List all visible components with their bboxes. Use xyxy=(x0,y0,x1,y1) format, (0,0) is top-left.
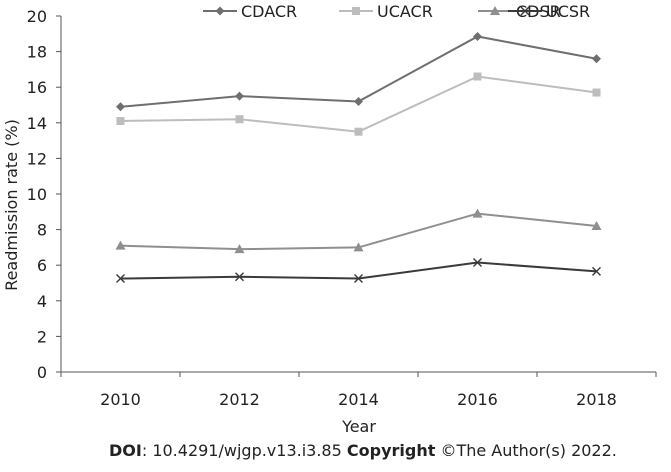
data-point-ucsr xyxy=(473,258,482,268)
x-tick-label: 2014 xyxy=(338,390,379,409)
y-tick-label: 0 xyxy=(37,363,47,382)
data-point-ucacr xyxy=(116,117,125,126)
series-group xyxy=(115,31,602,284)
series-cdsr xyxy=(115,208,602,254)
legend-marker-cdsr xyxy=(490,6,500,15)
y-tick-label: 14 xyxy=(27,114,47,133)
data-point-cdsr xyxy=(472,208,483,218)
data-point-ucacr xyxy=(354,127,363,136)
data-point-ucacr xyxy=(592,88,601,97)
copyright-value: ©The Author(s) 2022. xyxy=(435,441,617,460)
doi-label: DOI xyxy=(109,441,142,460)
copyright-label: Copyright xyxy=(346,441,436,460)
legend-item-ucacr: UCACR xyxy=(339,2,433,21)
footer-citation: DOI: 10.4291/wjgp.v13.i3.85 Copyright ©T… xyxy=(109,441,617,460)
doi-value: : 10.4291/wjgp.v13.i3.85 xyxy=(141,441,347,460)
x-tick-label: 2016 xyxy=(457,390,498,409)
y-tick-label: 16 xyxy=(27,78,47,97)
data-point-ucsr xyxy=(354,274,363,284)
data-point-ucacr xyxy=(235,115,244,124)
series-cdacr xyxy=(116,31,601,112)
legend-label-ucsr: UCSR xyxy=(546,2,590,21)
y-tick-label: 12 xyxy=(27,149,47,168)
x-tick-label: 2012 xyxy=(219,390,260,409)
y-tick-label: 4 xyxy=(37,292,47,311)
y-axis-ticks: 0 2 4 6 8 10 12 14 16 18 20 xyxy=(27,7,61,382)
y-tick-label: 10 xyxy=(27,185,47,204)
data-point-ucsr xyxy=(592,266,601,276)
legend-label-cdacr: CDACR xyxy=(241,2,297,21)
legend-marker-ucsr xyxy=(520,6,530,16)
data-point-cdsr xyxy=(115,240,126,250)
x-tick-label: 2018 xyxy=(576,390,617,409)
series-line-cdacr xyxy=(120,35,597,108)
y-tick-label: 2 xyxy=(37,327,47,346)
legend-marker-ucacr xyxy=(352,7,360,15)
y-tick-label: 20 xyxy=(27,7,47,26)
x-axis-label: Year xyxy=(341,417,376,436)
data-point-ucacr xyxy=(473,72,482,81)
y-tick-label: 8 xyxy=(37,221,47,240)
x-axis-ticks: 2010 2012 2014 2016 2018 xyxy=(60,372,657,409)
data-point-ucsr xyxy=(116,274,125,284)
legend-item-cdacr: CDACR xyxy=(203,2,297,21)
data-point-ucsr xyxy=(235,272,244,282)
data-point-cdsr xyxy=(234,244,245,254)
series-ucacr xyxy=(116,72,601,136)
data-point-cdacr xyxy=(116,102,125,112)
axes xyxy=(60,16,656,373)
series-ucsr xyxy=(116,258,601,284)
legend-label-ucacr: UCACR xyxy=(377,2,433,21)
y-tick-label: 6 xyxy=(37,256,47,275)
legend-item-ucsr: UCSR xyxy=(508,2,590,21)
data-point-cdacr xyxy=(592,54,601,64)
data-point-cdacr xyxy=(473,31,482,41)
data-point-cdsr xyxy=(591,221,602,231)
legend-marker-cdacr xyxy=(215,6,225,16)
data-point-cdacr xyxy=(354,96,363,106)
series-line-ucsr xyxy=(120,261,597,280)
data-point-cdacr xyxy=(235,91,244,101)
x-tick-label: 2010 xyxy=(100,390,141,409)
data-point-cdsr xyxy=(353,242,364,252)
y-axis-label: Readmission rate (%) xyxy=(2,119,21,291)
y-tick-label: 18 xyxy=(27,43,47,62)
